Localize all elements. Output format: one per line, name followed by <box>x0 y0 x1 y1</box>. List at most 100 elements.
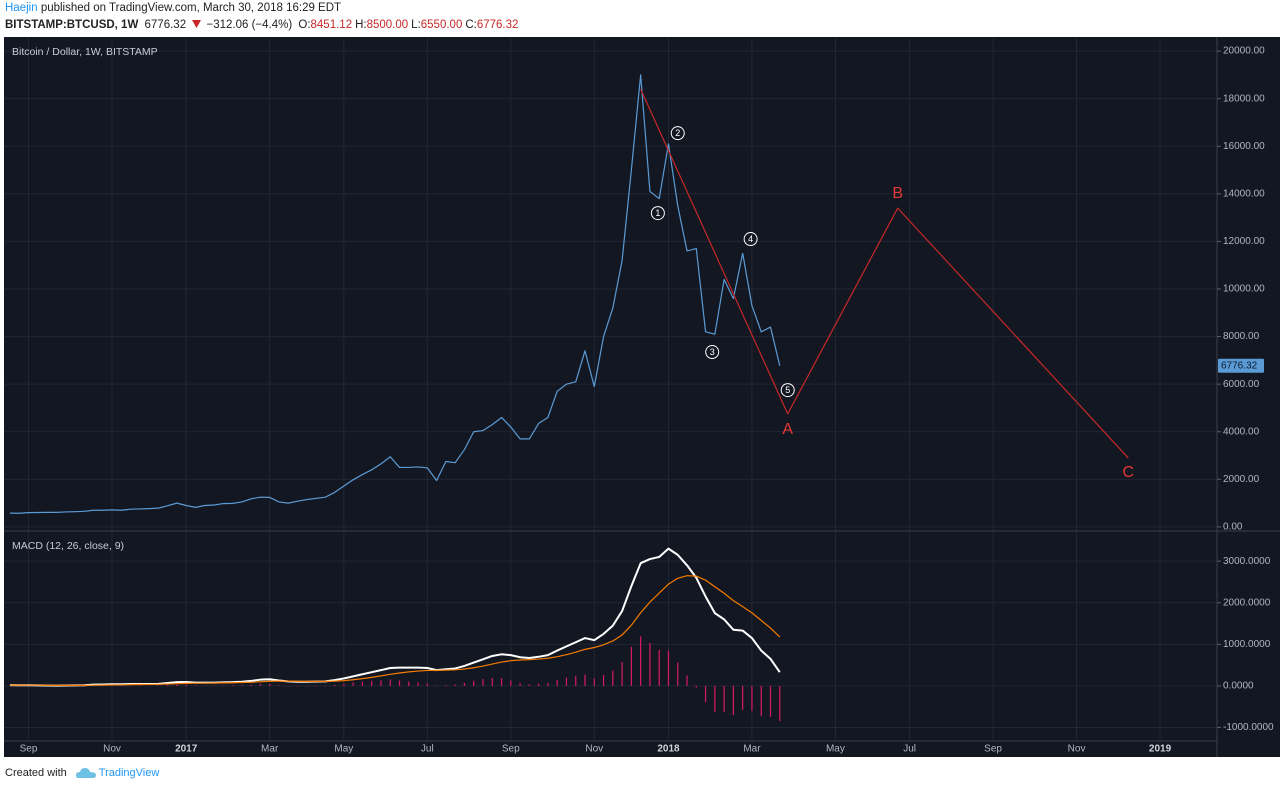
wave-marker <box>780 383 795 398</box>
histogram-bar <box>204 685 206 686</box>
ohlc-label: C: <box>465 19 477 31</box>
y-tick-label: 12000.00 <box>1223 236 1265 247</box>
y-tick-label: 2000.0000 <box>1223 597 1271 608</box>
histogram-bar <box>482 679 484 686</box>
histogram-bar <box>751 685 753 712</box>
histogram-bar <box>157 685 159 686</box>
pane-title: Bitcoin / Dollar, 1W, BITSTAMP <box>12 46 158 58</box>
x-tick-label: 2017 <box>175 744 198 755</box>
author[interactable]: Haejin <box>5 2 38 14</box>
y-tick-label: 20000.00 <box>1223 46 1265 57</box>
wave-letter: B <box>892 185 903 202</box>
histogram-bar <box>584 674 586 686</box>
histogram-bar <box>167 684 169 686</box>
histogram-bar <box>241 685 243 686</box>
histogram-bar <box>139 685 141 686</box>
wave-label: 2 <box>675 128 680 138</box>
ohlc-label: O: <box>298 19 311 31</box>
header-line-2: BITSTAMP:BTCUSD, 1W 6776.32 −312.06 (−4.… <box>5 19 524 31</box>
y-tick-label: 10000.00 <box>1223 284 1265 295</box>
price-tag <box>1218 358 1264 373</box>
y-tick-label: 4000.00 <box>1223 426 1260 437</box>
histogram-bar <box>306 685 308 687</box>
x-tick-label: 2018 <box>657 744 680 755</box>
x-tick-label: Sep <box>20 744 38 755</box>
histogram-bar <box>436 685 438 687</box>
histogram-bar <box>333 684 336 686</box>
histogram-bar <box>723 685 725 713</box>
y-tick-label: 3000.0000 <box>1223 556 1271 567</box>
histogram-bar <box>194 685 197 686</box>
y-tick-label: -1000.0000 <box>1223 722 1274 733</box>
histogram-bar <box>398 680 401 686</box>
histogram-bar <box>640 636 642 686</box>
histogram-bar <box>361 681 364 686</box>
footer: Created with TradingView <box>5 767 162 779</box>
histogram-bar <box>426 683 428 686</box>
ohlc-label: L: <box>411 19 421 31</box>
wave-letter: A <box>782 421 793 438</box>
histogram-bar <box>250 684 252 686</box>
histogram-bar <box>704 685 707 703</box>
y-tick-label: 14000.00 <box>1223 188 1265 199</box>
ohlc-value: 8500.00 <box>366 19 409 31</box>
x-tick-label: Nov <box>585 744 603 755</box>
x-tick-label: Jul <box>421 744 434 755</box>
histogram-bar <box>148 685 150 687</box>
x-tick-label: Nov <box>103 744 121 755</box>
x-tick-label: Sep <box>502 744 520 755</box>
x-tick-label: Mar <box>261 744 279 755</box>
histogram-bar <box>556 679 558 686</box>
histogram-bar <box>677 662 679 686</box>
histogram-bar <box>389 679 391 686</box>
ohlc-value: 6550.00 <box>420 19 463 31</box>
wave-marker <box>650 206 665 221</box>
histogram-bar <box>222 685 224 686</box>
wave-marker <box>705 345 720 360</box>
x-tick-label: May <box>334 744 353 755</box>
published: published on TradingView.com, March 30, … <box>40 2 342 14</box>
y-tick-label: 18000.00 <box>1223 93 1265 104</box>
histogram-bar <box>500 678 503 686</box>
histogram-bar <box>565 677 568 686</box>
y-tick-label: 1000.0000 <box>1223 639 1271 650</box>
histogram-bar <box>463 682 466 686</box>
histogram-bar <box>612 670 614 686</box>
x-tick-label: Mar <box>743 744 761 755</box>
histogram-bar <box>371 680 373 686</box>
footer-brand[interactable]: TradingView <box>98 767 160 779</box>
histogram-bar <box>732 685 734 716</box>
histogram-bar <box>454 684 456 686</box>
pane-title: MACD (12, 26, close, 9) <box>12 540 124 552</box>
histogram-bar <box>176 684 178 686</box>
histogram-bar <box>649 642 651 686</box>
histogram-bar <box>408 681 410 686</box>
histogram-bar <box>667 650 670 686</box>
wave-label: 4 <box>748 234 753 244</box>
histogram-bar <box>630 646 632 686</box>
y-tick-label: 8000.00 <box>1223 331 1260 342</box>
down-arrow <box>192 20 202 28</box>
histogram-bar <box>278 685 280 686</box>
ohlc-value: 6776.32 <box>476 19 519 31</box>
histogram-bar <box>111 685 113 686</box>
wave-label: 3 <box>710 347 715 357</box>
x-tick-label: 2019 <box>1149 744 1172 755</box>
y-tick-label: 0.0000 <box>1223 681 1254 692</box>
histogram-bar <box>491 677 493 686</box>
histogram-bar <box>120 685 122 686</box>
tradingview-logo <box>75 768 96 778</box>
wave-label: 5 <box>785 385 790 395</box>
histogram-bar <box>510 680 512 686</box>
footer-text: Created with <box>5 767 67 779</box>
histogram-bar <box>519 683 521 686</box>
y-tick-label: 6000.00 <box>1223 379 1260 390</box>
series-line <box>9 74 781 514</box>
ohlc-value: 8451.12 <box>310 19 353 31</box>
y-tick-label: 0.00 <box>1223 522 1243 533</box>
histogram-bar <box>602 675 605 686</box>
wave-marker <box>743 232 758 247</box>
histogram-bar <box>528 684 530 686</box>
